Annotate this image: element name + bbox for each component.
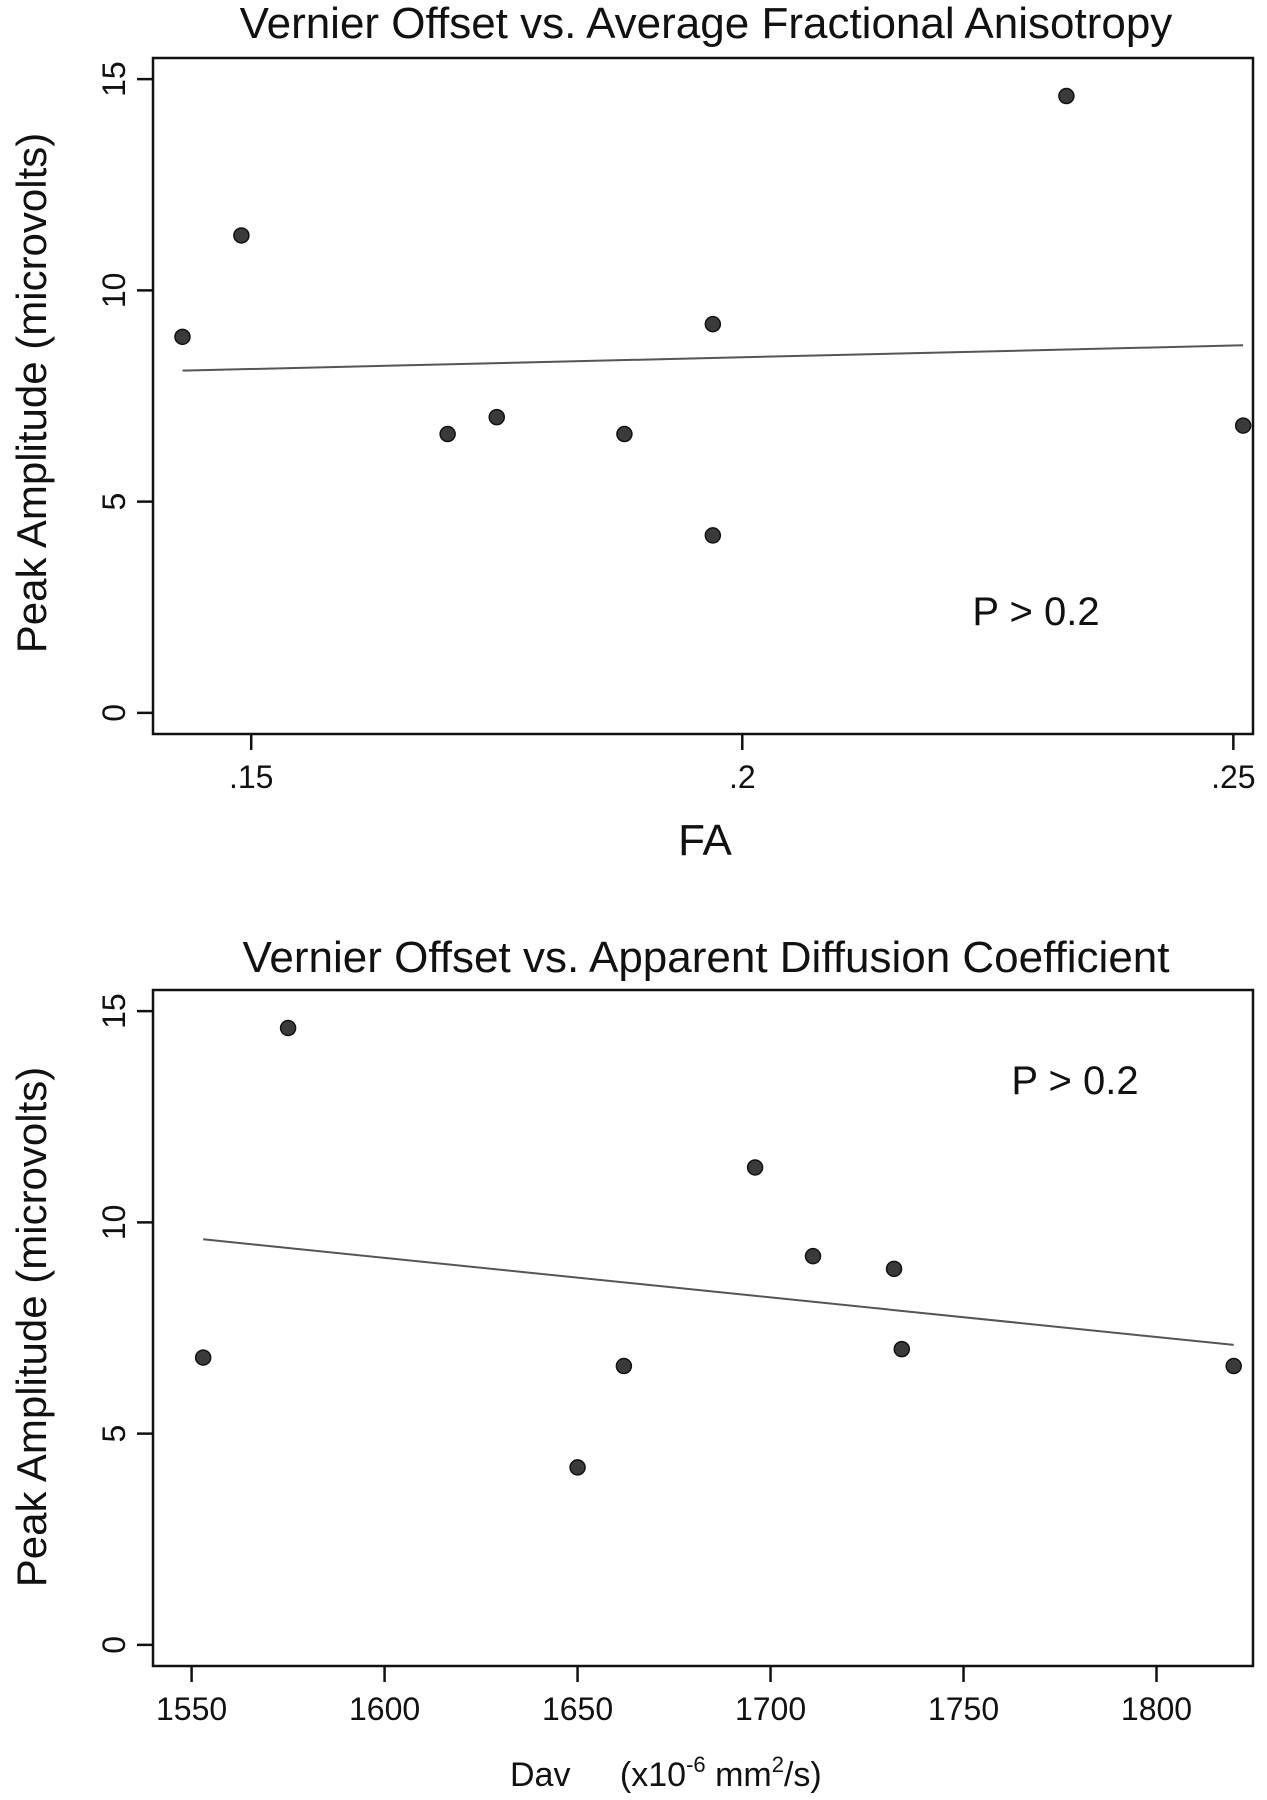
chart-fa-data-point: [233, 227, 250, 244]
chart-dav-data-point: [194, 1349, 212, 1366]
chart-dav-y-tick-label: 5: [96, 1425, 132, 1443]
chart-dav-x-tick-label: 1600: [349, 1691, 420, 1727]
chart-dav-x-label-unit-mid: mm: [706, 1756, 772, 1794]
chart-fa-x-tick-label: .15: [229, 759, 273, 795]
chart-dav-y-tick-label: 10: [96, 1205, 132, 1241]
chart-fa-y-tick-label: 10: [96, 273, 132, 309]
chart-fa-data-point: [1234, 417, 1252, 434]
chart-fa-data-point: [488, 408, 505, 426]
chart-dav-x-label: Dav (x10-6 mm2/s): [510, 1752, 822, 1794]
chart-dav-x-axis: 1550 1600 1650 1700 1750 1800: [156, 1666, 1192, 1727]
chart-dav-x-label-unit-exp2: 2: [772, 1752, 784, 1777]
chart-fa-y-tick-label: 15: [96, 61, 132, 97]
chart-dav-y-axis: 0 5 10 15: [96, 993, 153, 1654]
chart-dav-y-tick-label: 15: [96, 993, 132, 1029]
chart-dav-data-point: [804, 1247, 822, 1265]
chart-fa-fit-line: [182, 344, 1244, 372]
chart-fa-data-point: [704, 527, 722, 544]
chart-dav: Vernier Offset vs. Apparent Diffusion Co…: [8, 933, 1255, 1794]
chart-fa-data-point: [439, 425, 456, 443]
chart-dav-plot-frame: [151, 988, 1255, 1668]
chart-dav-data-point: [569, 1459, 586, 1476]
chart-dav-data-point: [885, 1260, 903, 1278]
chart-fa-plot-frame: [151, 56, 1255, 736]
chart-fa: Vernier Offset vs. Average Fractional An…: [8, 0, 1256, 865]
chart-dav-p-value: P > 0.2: [1011, 1059, 1138, 1103]
chart-fa-data-point: [174, 328, 191, 346]
chart-dav-x-label-unit-prefix: (x10: [620, 1756, 686, 1794]
chart-fa-x-tick-label: .25: [1211, 759, 1255, 795]
chart-dav-x-tick-label: 1650: [542, 1691, 613, 1727]
chart-fa-x-label: FA: [678, 816, 732, 865]
chart-fa-data-point: [1058, 87, 1075, 105]
chart-dav-fit-line: [203, 1238, 1234, 1346]
chart-fa-y-tick-label: 5: [96, 493, 132, 511]
chart-dav-data-point: [746, 1159, 764, 1176]
chart-dav-x-tick-label: 1750: [928, 1691, 999, 1727]
chart-fa-y-label: Peak Amplitude (microvolts): [8, 133, 55, 654]
chart-dav-title: Vernier Offset vs. Apparent Diffusion Co…: [243, 933, 1170, 982]
chart-dav-y-tick-label: 0: [96, 1636, 132, 1654]
chart-fa-data-point: [704, 315, 722, 333]
chart-dav-x-label-unit-suffix: /s): [784, 1756, 822, 1794]
chart-fa-y-tick-label: 0: [96, 704, 132, 722]
chart-fa-points: [174, 87, 1252, 544]
chart-dav-data-point: [1225, 1357, 1242, 1375]
chart-fa-title: Vernier Offset vs. Average Fractional An…: [240, 0, 1173, 48]
chart-fa-data-point: [616, 425, 633, 443]
chart-dav-x-tick-label: 1550: [156, 1691, 227, 1727]
chart-fa-x-tick-label: .2: [729, 759, 756, 795]
chart-fa-p-value: P > 0.2: [972, 590, 1099, 634]
chart-dav-y-label: Peak Amplitude (microvolts): [8, 1067, 55, 1588]
chart-fa-x-axis: .15 .2 .25: [229, 734, 1256, 795]
chart-dav-x-tick-label: 1800: [1121, 1691, 1192, 1727]
chart-dav-data-point: [893, 1340, 911, 1358]
chart-fa-y-axis: 0 5 10 15: [96, 61, 153, 722]
chart-dav-x-tick-label: 1700: [735, 1691, 806, 1727]
chart-dav-data-point: [615, 1357, 633, 1375]
chart-dav-data-point: [279, 1019, 297, 1037]
chart-dav-x-label-unit-exp: -6: [686, 1752, 706, 1777]
chart-dav-x-label-name: Dav: [510, 1756, 570, 1794]
chart-dav-points: [194, 1019, 1242, 1476]
